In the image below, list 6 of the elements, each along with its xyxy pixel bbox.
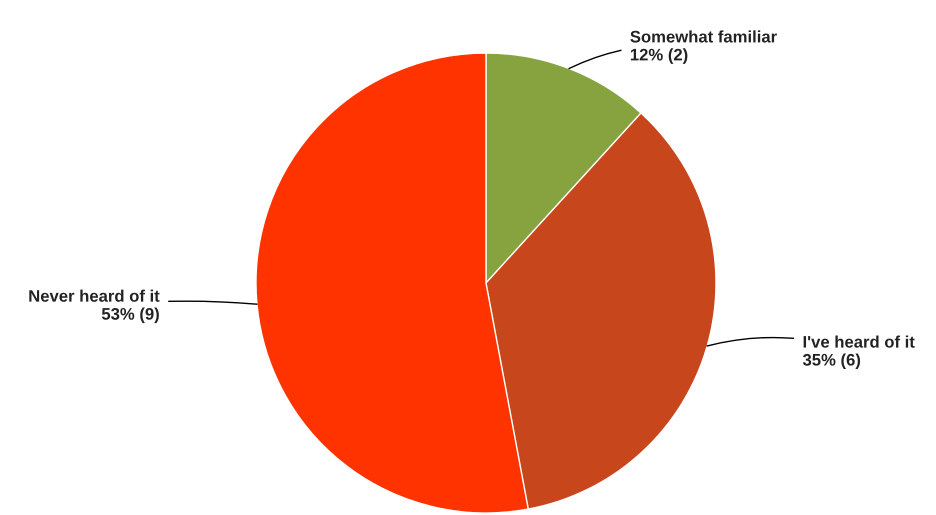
data-label: 35% (6) (802, 353, 860, 369)
data-label: 12% (2) (630, 48, 688, 64)
slice-label: Never heard of it (29, 290, 160, 302)
slice-label: Somewhat familiar (630, 30, 777, 43)
data-label: 53% (9) (102, 308, 159, 324)
slice-label: I've heard of it (804, 335, 915, 348)
